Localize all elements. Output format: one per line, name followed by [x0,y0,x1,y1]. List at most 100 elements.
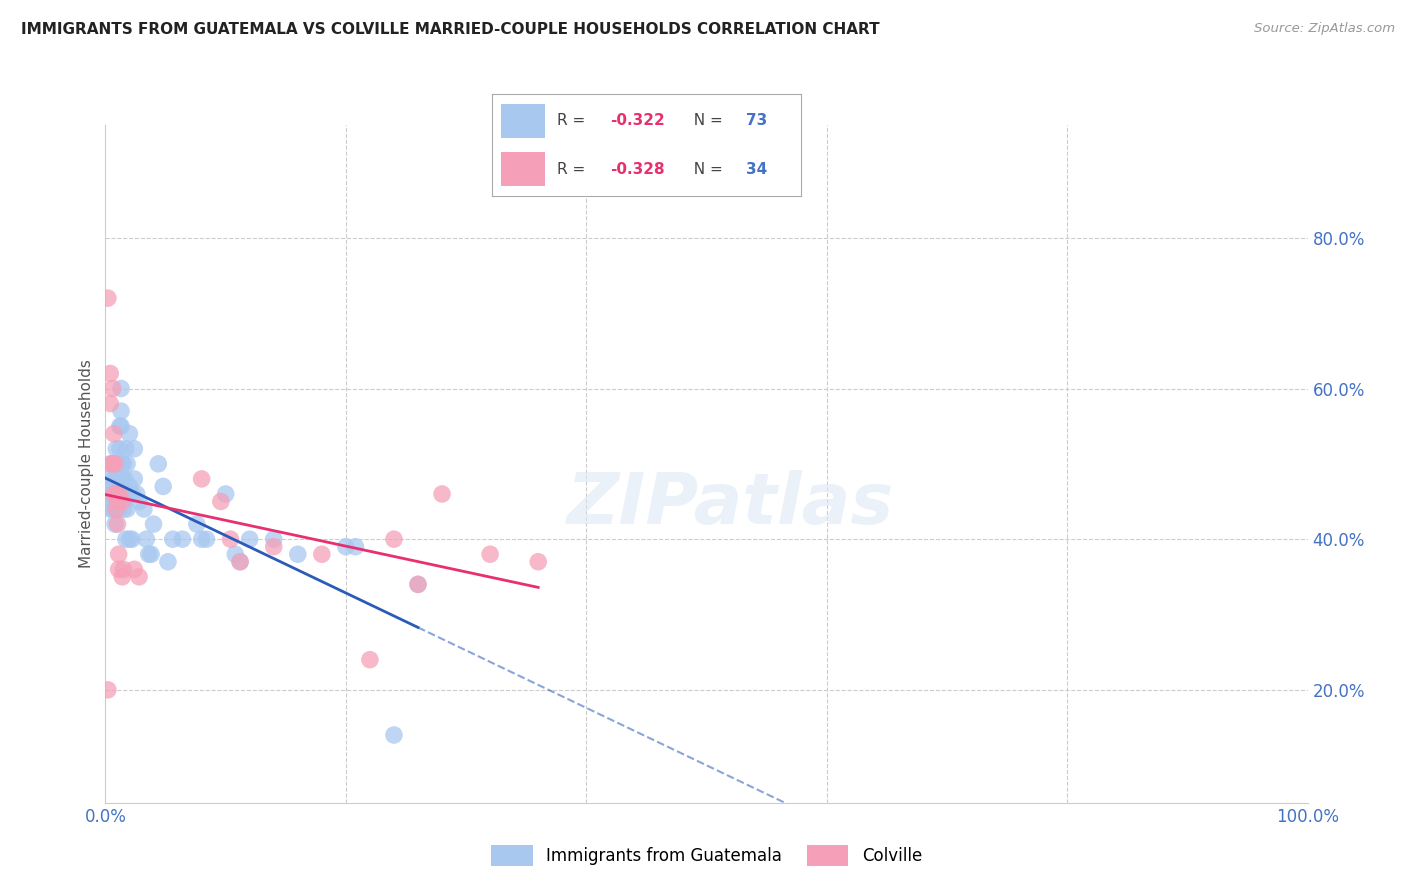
Point [101,382,124,396]
Point [115,487,138,501]
Point [104,502,127,516]
Point [128,494,150,508]
Point [101,502,124,516]
Point [100,479,122,493]
Point [105,487,128,501]
Text: -0.328: -0.328 [610,161,664,177]
Point [97,682,120,697]
Point [135,532,157,546]
Point [98,487,121,501]
Point [103,487,125,501]
Point [100,457,122,471]
Point [107,517,129,532]
Point [311,547,333,561]
Point [148,457,170,471]
Point [263,532,285,546]
Point [110,382,132,396]
Point [98,367,121,381]
Point [214,487,236,501]
Y-axis label: Married-couple Households: Married-couple Households [79,359,94,568]
Point [112,502,135,516]
Point [101,457,124,471]
Text: Source: ZipAtlas.com: Source: ZipAtlas.com [1254,22,1395,36]
Point [124,562,146,576]
Bar [502,104,544,137]
Point [115,502,138,516]
Point [105,442,128,456]
Point [97,472,120,486]
Point [107,547,129,561]
Point [224,547,246,561]
Text: R =: R = [557,161,591,177]
Point [335,540,357,554]
Point [406,577,429,591]
Point [527,555,550,569]
Point [121,487,143,501]
Point [229,555,252,569]
Point [104,517,127,532]
Point [112,562,135,576]
Point [111,472,134,486]
Point [104,457,127,471]
Point [190,472,212,486]
Point [112,457,135,471]
Point [172,532,194,546]
Point [124,472,146,486]
Bar [502,153,544,186]
Point [118,479,141,493]
Point [479,547,502,561]
Point [115,532,138,546]
Text: 34: 34 [745,161,768,177]
Point [152,479,174,493]
Point [156,555,179,569]
Point [97,291,120,305]
Point [105,487,128,501]
Point [382,532,405,546]
Text: -0.322: -0.322 [610,113,665,128]
Point [107,562,129,576]
Point [107,494,129,508]
Point [108,442,131,456]
Point [430,487,453,501]
Point [107,502,129,516]
Text: R =: R = [557,113,591,128]
Point [98,396,121,410]
Point [186,517,208,532]
Point [142,517,165,532]
Point [128,570,150,584]
Point [162,532,184,546]
Text: N =: N = [683,113,727,128]
Point [107,494,129,508]
Point [344,540,367,554]
Point [114,494,136,508]
Point [98,457,121,471]
Point [382,728,405,742]
Point [111,494,134,508]
Point [139,547,162,561]
Point [121,532,143,546]
Point [263,540,285,554]
Point [107,457,129,471]
Point [107,472,129,486]
Point [101,487,124,501]
Point [406,577,429,591]
Point [124,442,146,456]
Point [138,547,160,561]
Point [112,479,135,493]
Text: 73: 73 [745,113,768,128]
Point [107,472,129,486]
Text: N =: N = [683,161,727,177]
Point [118,426,141,441]
Point [100,494,122,508]
Point [195,532,218,546]
Point [108,472,131,486]
Point [287,547,309,561]
Text: ZIPatlas: ZIPatlas [567,470,894,539]
Point [359,653,381,667]
Point [108,487,131,501]
Point [103,487,125,501]
Point [229,555,252,569]
Point [114,472,136,486]
Point [103,457,125,471]
Point [209,494,232,508]
